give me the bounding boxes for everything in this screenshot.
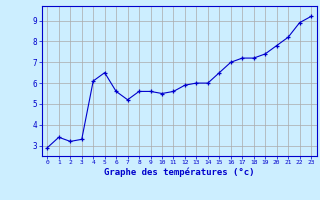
X-axis label: Graphe des températures (°c): Graphe des températures (°c) (104, 168, 254, 177)
